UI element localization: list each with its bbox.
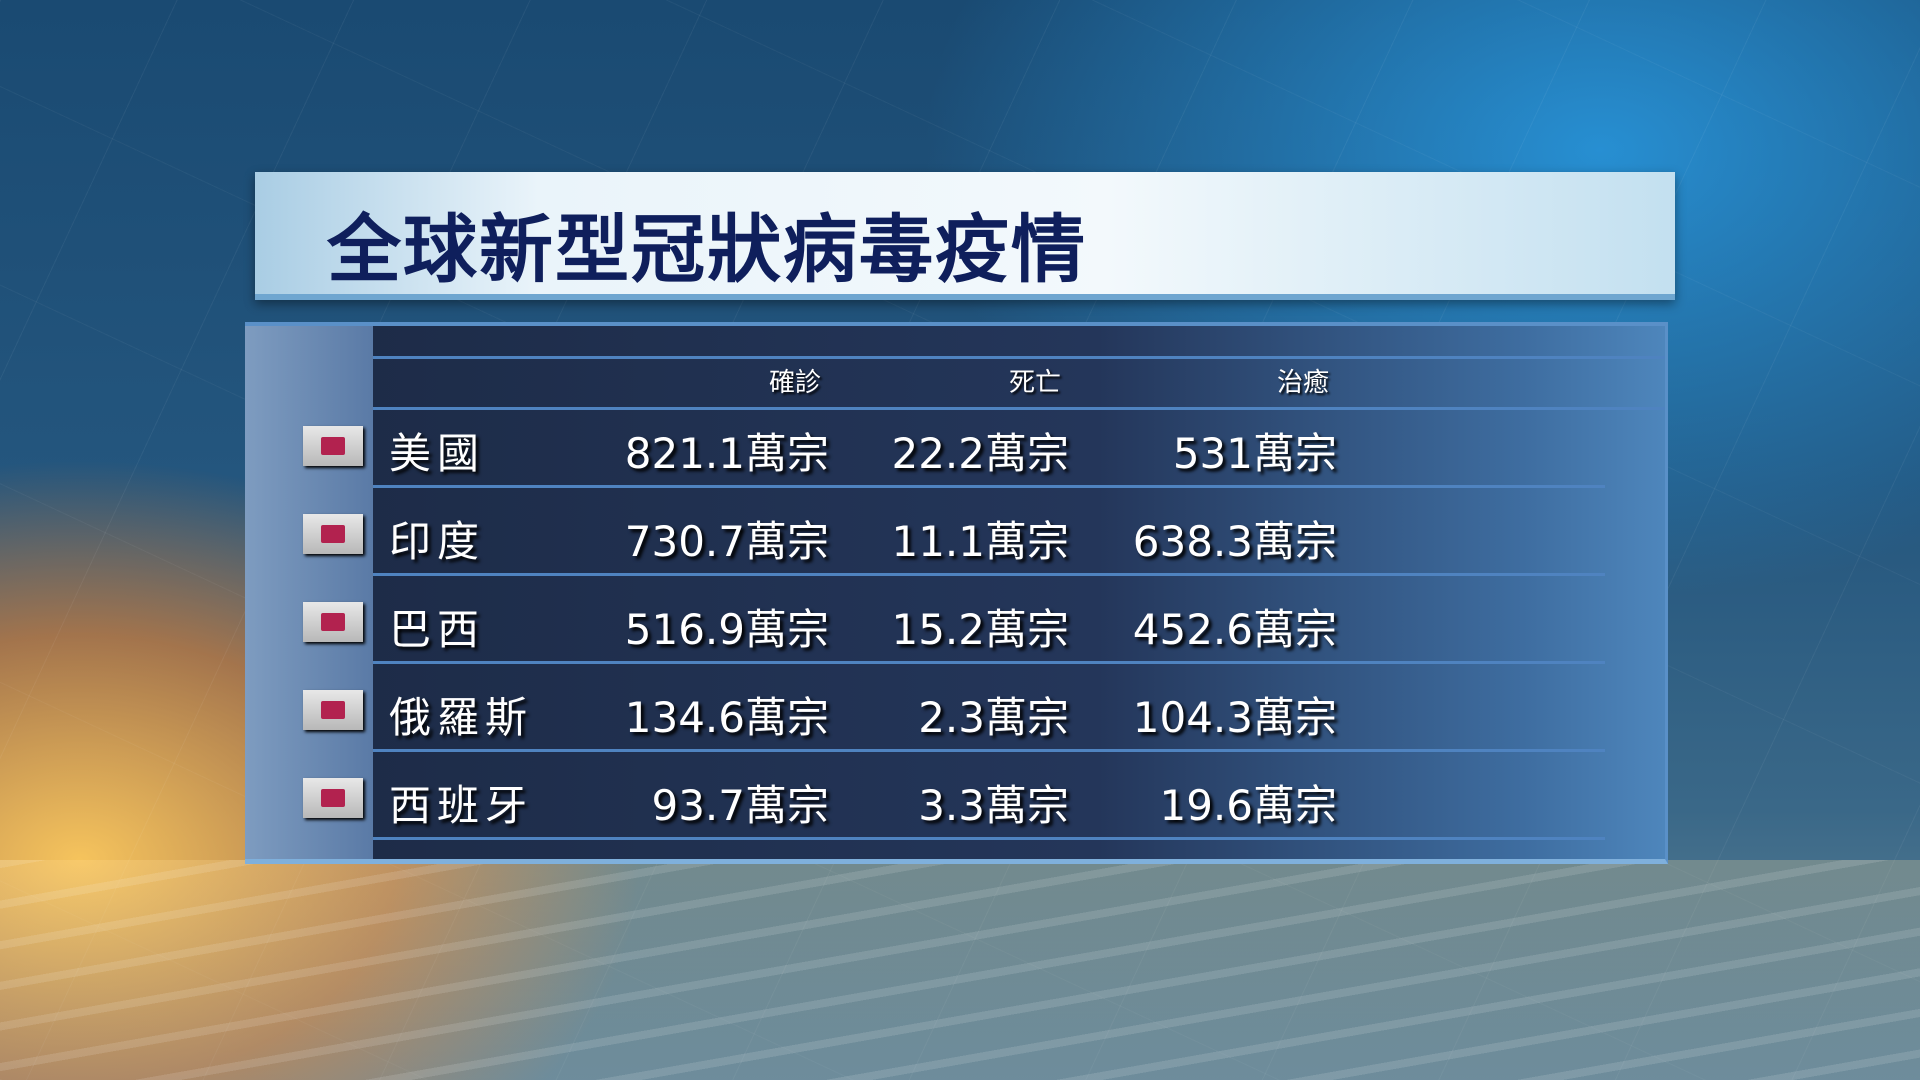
row-band xyxy=(373,756,1605,840)
bullet-icon xyxy=(303,514,363,554)
table-row: 俄羅斯 134.6萬宗 2.3萬宗 104.3萬宗 xyxy=(245,668,1665,752)
recovered-value: 638.3萬宗 xyxy=(1132,517,1337,566)
stats-table: 確診 死亡 治癒 美國 821.1萬宗 22.2萬宗 531萬宗 印度 730.… xyxy=(245,322,1668,864)
recovered-value: 531萬宗 xyxy=(1172,429,1337,478)
confirmed-value: 821.1萬宗 xyxy=(624,429,829,478)
row-band xyxy=(373,404,1605,488)
bullet-icon xyxy=(303,602,363,642)
table-row: 巴西 516.9萬宗 15.2萬宗 452.6萬宗 xyxy=(245,580,1665,664)
bullet-icon xyxy=(303,426,363,466)
table-row: 西班牙 93.7萬宗 3.3萬宗 19.6萬宗 xyxy=(245,756,1665,840)
recovered-value: 104.3萬宗 xyxy=(1132,693,1337,742)
recovered-value: 452.6萬宗 xyxy=(1132,605,1337,654)
confirmed-value: 730.7萬宗 xyxy=(624,517,829,566)
row-band xyxy=(373,668,1605,752)
country-name: 印度 xyxy=(389,517,486,566)
background-floor xyxy=(0,860,1920,1080)
deaths-value: 2.3萬宗 xyxy=(918,693,1069,742)
deaths-value: 3.3萬宗 xyxy=(918,781,1069,830)
country-name: 美國 xyxy=(389,429,486,478)
header-confirmed: 確診 xyxy=(768,368,822,398)
header-recovered: 治癒 xyxy=(1276,368,1330,398)
bullet-icon xyxy=(303,690,363,730)
bullet-icon xyxy=(303,778,363,818)
page-title: 全球新型冠狀病毒疫情 xyxy=(327,207,1087,293)
country-name: 俄羅斯 xyxy=(389,693,534,742)
header-deaths: 死亡 xyxy=(1008,368,1062,398)
deaths-value: 11.1萬宗 xyxy=(891,517,1069,566)
row-band xyxy=(373,580,1605,664)
country-name: 西班牙 xyxy=(389,781,534,830)
deaths-value: 22.2萬宗 xyxy=(891,429,1069,478)
deaths-value: 15.2萬宗 xyxy=(891,605,1069,654)
confirmed-value: 516.9萬宗 xyxy=(624,605,829,654)
confirmed-value: 93.7萬宗 xyxy=(651,781,829,830)
table-header xyxy=(373,356,1665,410)
confirmed-value: 134.6萬宗 xyxy=(624,693,829,742)
left-column xyxy=(245,326,373,859)
recovered-value: 19.6萬宗 xyxy=(1159,781,1337,830)
table-row: 印度 730.7萬宗 11.1萬宗 638.3萬宗 xyxy=(245,492,1665,576)
title-bar: 全球新型冠狀病毒疫情 xyxy=(255,172,1675,300)
row-band xyxy=(373,492,1605,576)
table-row: 美國 821.1萬宗 22.2萬宗 531萬宗 xyxy=(245,404,1665,488)
country-name: 巴西 xyxy=(389,605,486,654)
